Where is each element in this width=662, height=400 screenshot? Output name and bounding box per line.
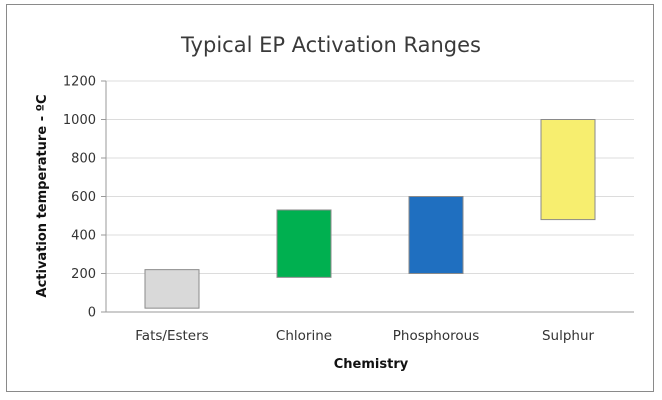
y-axis-label: Activation temperature - ºC (35, 95, 50, 298)
y-tick-label: 400 (71, 229, 96, 244)
y-tick-label: 600 (71, 190, 96, 205)
y-tick-label: 1200 (63, 75, 96, 90)
range-bar (408, 196, 464, 274)
x-category-label: Fats/Esters (135, 328, 208, 344)
bars (144, 119, 596, 309)
y-tick-label: 200 (71, 267, 96, 282)
y-tick-labels: 0 200 400 600 800 1000 1200 (63, 75, 96, 321)
y-tick-label: 800 (71, 152, 96, 167)
x-category-label: Sulphur (542, 328, 595, 344)
x-category-labels: Fats/Esters Chlorine Phosphorous Sulphur (135, 328, 594, 344)
x-axis-label: Chemistry (334, 357, 409, 372)
range-bar (540, 119, 596, 221)
y-tick-label: 1000 (63, 113, 96, 128)
y-tick-label: 0 (88, 306, 96, 321)
chart-title: Typical EP Activation Ranges (180, 33, 481, 57)
range-bar (144, 269, 200, 309)
range-bar (276, 209, 332, 278)
axes (101, 80, 634, 313)
x-category-label: Chlorine (276, 328, 332, 344)
x-category-label: Phosphorous (393, 328, 479, 344)
